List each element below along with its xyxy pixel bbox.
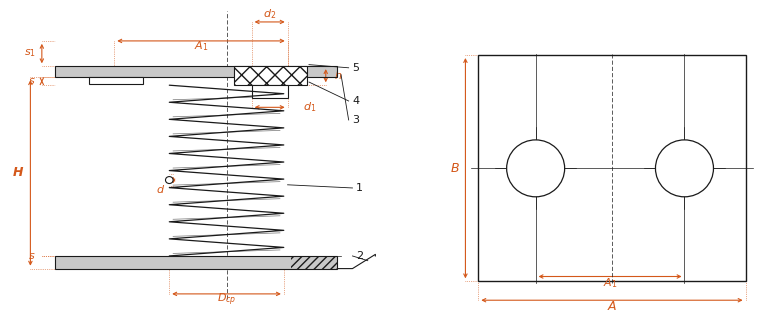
Ellipse shape <box>656 140 713 197</box>
Text: $d_2$: $d_2$ <box>263 7 277 21</box>
Text: 2: 2 <box>356 251 363 261</box>
Text: d: d <box>156 184 164 195</box>
Bar <box>291 256 337 269</box>
Text: 4: 4 <box>352 96 359 106</box>
Bar <box>55 256 337 269</box>
Text: h: h <box>335 71 342 81</box>
Text: s: s <box>29 76 34 86</box>
Bar <box>55 66 337 77</box>
Text: $s_1$: $s_1$ <box>25 48 37 59</box>
Bar <box>479 55 745 281</box>
Bar <box>89 77 142 84</box>
Text: $A_1$: $A_1$ <box>194 39 208 53</box>
Text: $D_{cp}$: $D_{cp}$ <box>217 291 236 308</box>
Text: A: A <box>607 300 616 313</box>
Bar <box>234 66 306 85</box>
Bar <box>55 66 337 77</box>
Ellipse shape <box>506 140 565 197</box>
Text: H: H <box>13 167 24 180</box>
Bar <box>55 256 337 269</box>
Text: s: s <box>29 251 34 261</box>
Text: 5: 5 <box>352 63 359 73</box>
Text: $d_1$: $d_1$ <box>303 100 316 114</box>
Text: B: B <box>450 162 459 175</box>
Text: 1: 1 <box>356 183 363 193</box>
Text: 3: 3 <box>352 115 359 125</box>
Bar <box>252 85 287 98</box>
Text: $A_1$: $A_1$ <box>603 276 617 290</box>
Ellipse shape <box>165 177 173 183</box>
